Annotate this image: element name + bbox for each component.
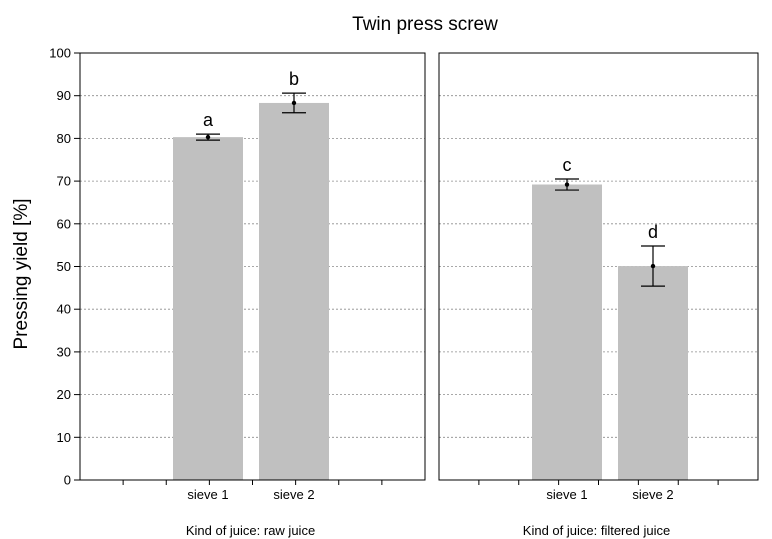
- y-tick-label: 70: [57, 174, 71, 189]
- mean-point: [564, 182, 570, 187]
- panel-label: Kind of juice: filtered juice: [523, 523, 670, 538]
- y-tick-label: 40: [57, 302, 71, 317]
- panel-frame: [79, 52, 426, 481]
- y-tick-label: 20: [57, 387, 71, 402]
- y-tick-label: 50: [57, 259, 71, 274]
- x-tick-label: sieve 2: [273, 487, 314, 502]
- y-tick-label: 30: [57, 344, 71, 359]
- x-tick-label: sieve 1: [187, 487, 228, 502]
- panel-frame: [438, 52, 759, 481]
- y-tick-label: 10: [57, 430, 71, 445]
- significance-letter: d: [648, 222, 658, 242]
- x-tick-label: sieve 2: [632, 487, 673, 502]
- y-tick-label: 90: [57, 88, 71, 103]
- bar-sieve-2: [259, 102, 329, 481]
- panel-2: c sieve 1 d sieve 2 Kind of juice: filtered …: [438, 52, 759, 538]
- y-tick-label: 0: [64, 473, 71, 488]
- y-axis-ticks: 0 10 20 30 40 50 60 70 80 90 100: [49, 46, 80, 488]
- y-tick-label: 80: [57, 131, 71, 146]
- significance-letter: c: [563, 155, 572, 175]
- panel-label: Kind of juice: raw juice: [186, 523, 315, 538]
- y-tick-label: 60: [57, 216, 71, 231]
- y-axis-label: Pressing yield [%]: [11, 198, 32, 349]
- x-tick-label: sieve 1: [546, 487, 587, 502]
- significance-letter: a: [203, 110, 214, 130]
- chart-panels: a sieve 1 b sieve 2 Kind of juice: raw juice…: [79, 52, 759, 538]
- bar-sieve-1: [173, 137, 243, 480]
- significance-letter: b: [289, 69, 299, 89]
- bar-sieve-2: [618, 266, 688, 480]
- mean-point: [650, 263, 656, 269]
- mean-point: [291, 100, 297, 106]
- chart-title: Twin press screw: [352, 14, 498, 35]
- bar-sieve-1: [532, 184, 602, 481]
- panel-1: a sieve 1 b sieve 2 Kind of juice: raw juice: [79, 52, 426, 538]
- mean-point: [205, 134, 211, 140]
- y-tick-label: 100: [49, 46, 71, 61]
